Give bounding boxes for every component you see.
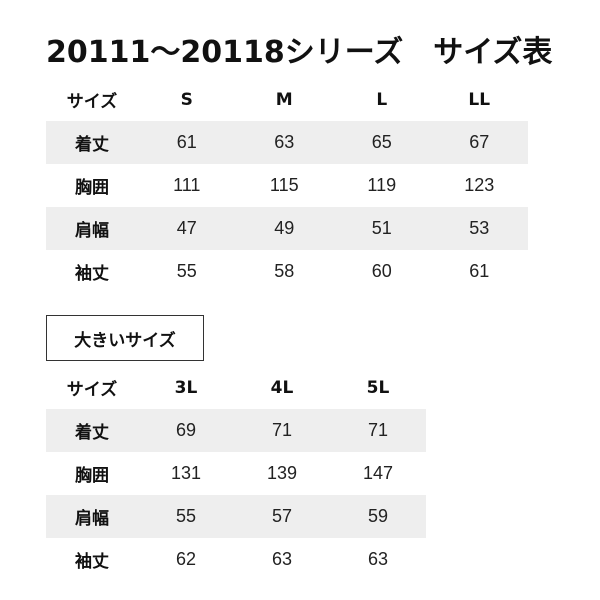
- row-label-sleeve: 袖丈: [75, 264, 109, 284]
- table-cell: 147: [362, 463, 394, 483]
- row-label-sleeve: 袖丈: [75, 552, 109, 572]
- table-row-shoulder: 肩幅 55 57 59: [46, 495, 426, 538]
- page-title: 20111〜20118シリーズ サイズ表: [46, 35, 553, 70]
- table-cell: 60: [371, 261, 392, 281]
- table-row-length: 着丈 69 71 71: [46, 409, 426, 452]
- table-cell: 71: [234, 409, 330, 452]
- table-cell: 53: [430, 207, 528, 250]
- header-size-3l: 3L: [174, 377, 198, 398]
- header-size-5l: 5L: [366, 377, 390, 398]
- table-row-sleeve: 袖丈 55 58 60 61: [46, 250, 528, 293]
- table-cell: 123: [464, 175, 495, 195]
- table-cell: 71: [330, 409, 426, 452]
- table-row-length: 着丈 61 63 65 67: [46, 121, 528, 164]
- table-cell: 63: [367, 549, 389, 569]
- row-label-shoulder: 肩幅: [46, 495, 138, 538]
- table-cell: 69: [138, 409, 234, 452]
- row-label-shoulder: 肩幅: [46, 207, 138, 250]
- large-size-section-label: 大きいサイズ: [46, 315, 204, 361]
- table-cell: 139: [266, 463, 298, 483]
- size-table-standard: サイズ S M L LL 着丈 61 63 65 67 胸囲 111 115 1…: [46, 78, 528, 293]
- table-cell: 59: [330, 495, 426, 538]
- table-cell: 111: [173, 175, 201, 195]
- table-cell: 62: [175, 549, 197, 569]
- table-header-row: サイズ S M L LL: [46, 78, 528, 121]
- row-label-chest: 胸囲: [75, 178, 109, 198]
- table-cell: 119: [367, 175, 397, 195]
- table-cell: 131: [170, 463, 202, 483]
- table-cell: 49: [235, 207, 333, 250]
- header-size-label: サイズ: [66, 380, 118, 400]
- row-label-length: 着丈: [46, 121, 138, 164]
- header-size-s: S: [180, 89, 193, 110]
- header-size-label: サイズ: [66, 92, 118, 112]
- header-size-m: M: [275, 89, 293, 110]
- table-row-shoulder: 肩幅 47 49 51 53: [46, 207, 528, 250]
- table-cell: 63: [235, 121, 333, 164]
- table-cell: 61: [469, 261, 490, 281]
- table-cell: 67: [430, 121, 528, 164]
- header-size-l: L: [376, 89, 388, 110]
- header-size-4l: 4L: [270, 377, 294, 398]
- table-row-chest: 胸囲 131 139 147: [46, 452, 426, 495]
- table-cell: 51: [333, 207, 431, 250]
- row-label-length: 着丈: [46, 409, 138, 452]
- table-row-sleeve: 袖丈 62 63 63: [46, 538, 426, 581]
- row-label-chest: 胸囲: [75, 466, 109, 486]
- table-cell: 63: [271, 549, 293, 569]
- table-cell: 65: [333, 121, 431, 164]
- table-cell: 57: [234, 495, 330, 538]
- table-header-row: サイズ 3L 4L 5L: [46, 366, 426, 409]
- header-size-ll: LL: [468, 89, 491, 110]
- size-table-large: サイズ 3L 4L 5L 着丈 69 71 71 胸囲 131 139 147 …: [46, 366, 426, 581]
- table-row-chest: 胸囲 111 115 119 123: [46, 164, 528, 207]
- table-cell: 55: [138, 495, 234, 538]
- table-cell: 58: [274, 261, 295, 281]
- table-cell: 47: [138, 207, 236, 250]
- table-cell: 61: [138, 121, 236, 164]
- table-cell: 55: [176, 261, 197, 281]
- table-cell: 115: [269, 175, 299, 195]
